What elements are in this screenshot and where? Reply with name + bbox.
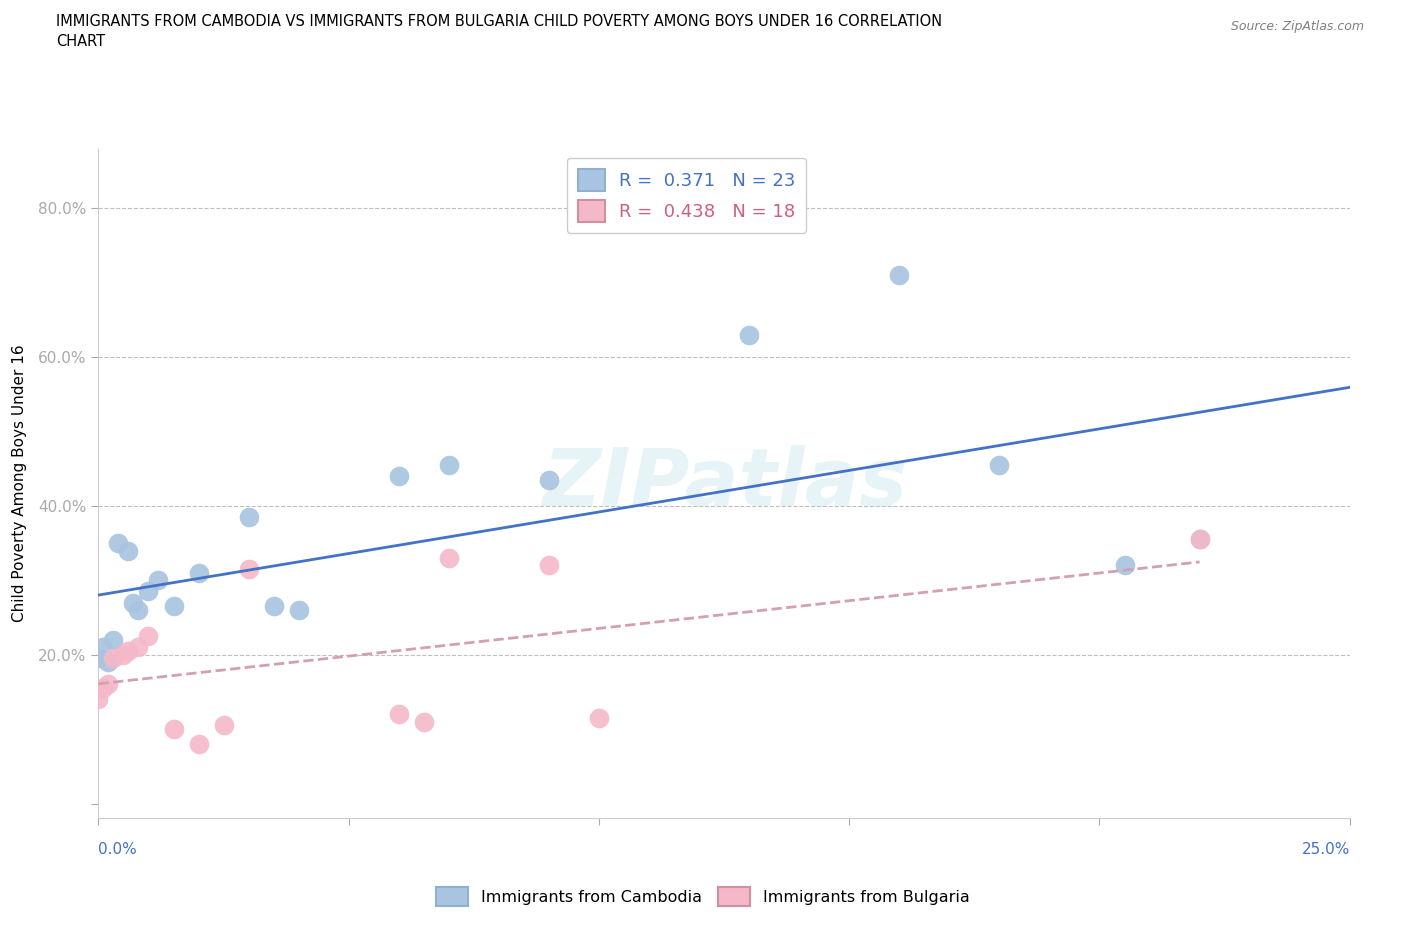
- Point: [889, 268, 911, 283]
- Point: [117, 543, 139, 558]
- Point: [138, 629, 160, 644]
- Point: [537, 558, 560, 573]
- Point: [988, 458, 1011, 472]
- Point: [187, 737, 209, 751]
- Point: [412, 714, 434, 729]
- Point: [437, 458, 460, 472]
- Point: [148, 573, 170, 588]
- Point: [212, 718, 235, 733]
- Point: [263, 599, 285, 614]
- Y-axis label: Child Poverty Among Boys Under 16: Child Poverty Among Boys Under 16: [13, 345, 27, 622]
- Point: [1188, 532, 1211, 547]
- Point: [588, 711, 610, 725]
- Text: Source: ZipAtlas.com: Source: ZipAtlas.com: [1230, 20, 1364, 33]
- Point: [107, 536, 129, 551]
- Point: [122, 595, 145, 610]
- Point: [162, 599, 184, 614]
- Point: [97, 677, 120, 692]
- Point: [87, 651, 110, 666]
- Point: [388, 707, 411, 722]
- Point: [93, 681, 115, 696]
- Text: 0.0%: 0.0%: [98, 842, 138, 857]
- Point: [93, 640, 115, 655]
- Point: [437, 551, 460, 565]
- Point: [127, 603, 149, 618]
- Point: [97, 655, 120, 670]
- Point: [187, 565, 209, 580]
- Point: [238, 562, 260, 577]
- Point: [388, 469, 411, 484]
- Point: [738, 327, 761, 342]
- Point: [287, 603, 309, 618]
- Point: [162, 722, 184, 737]
- Legend: Immigrants from Cambodia, Immigrants from Bulgaria: Immigrants from Cambodia, Immigrants fro…: [430, 881, 976, 912]
- Point: [127, 640, 149, 655]
- Point: [238, 510, 260, 525]
- Point: [1114, 558, 1136, 573]
- Text: ZIPatlas: ZIPatlas: [541, 445, 907, 523]
- Text: 25.0%: 25.0%: [1302, 842, 1350, 857]
- Legend: R =  0.371   N = 23, R =  0.438   N = 18: R = 0.371 N = 23, R = 0.438 N = 18: [567, 158, 806, 232]
- Point: [103, 651, 125, 666]
- Point: [87, 692, 110, 707]
- Point: [112, 647, 135, 662]
- Point: [138, 584, 160, 599]
- Point: [103, 632, 125, 647]
- Point: [1188, 532, 1211, 547]
- Point: [537, 472, 560, 487]
- Point: [117, 644, 139, 658]
- Text: CHART: CHART: [56, 34, 105, 49]
- Text: IMMIGRANTS FROM CAMBODIA VS IMMIGRANTS FROM BULGARIA CHILD POVERTY AMONG BOYS UN: IMMIGRANTS FROM CAMBODIA VS IMMIGRANTS F…: [56, 14, 942, 29]
